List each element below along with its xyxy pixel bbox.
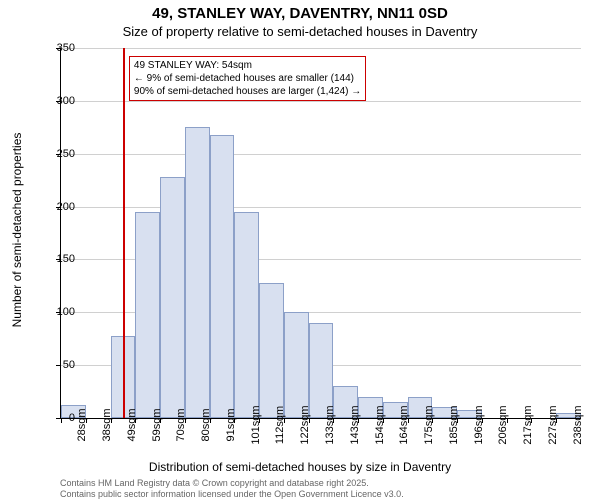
x-tick-label: 217sqm [522, 405, 534, 444]
chart-title: 49, STANLEY WAY, DAVENTRY, NN11 0SD [0, 5, 600, 22]
footer-text: Contains HM Land Registry data © Crown c… [60, 478, 404, 500]
x-tick-label: 175sqm [423, 405, 435, 444]
footer-line2: Contains public sector information licen… [60, 489, 404, 500]
x-axis-label: Distribution of semi-detached houses by … [0, 460, 600, 474]
histogram-bar [234, 212, 259, 418]
annotation-box: 49 STANLEY WAY: 54sqm← 9% of semi-detach… [129, 56, 366, 101]
histogram-bar [135, 212, 160, 418]
x-tick-label: 91sqm [225, 408, 237, 441]
x-tick-label: 238sqm [572, 405, 584, 444]
y-tick-label: 300 [45, 95, 75, 107]
x-tick-label: 122sqm [299, 405, 311, 444]
x-tick-label: 227sqm [547, 405, 559, 444]
x-tick-label: 70sqm [175, 408, 187, 441]
y-tick-label: 150 [45, 253, 75, 265]
y-tick-label: 100 [45, 306, 75, 318]
y-tick-label: 200 [45, 201, 75, 213]
x-tick-label: 49sqm [126, 408, 138, 441]
x-tick-label: 164sqm [398, 405, 410, 444]
footer-line1: Contains HM Land Registry data © Crown c… [60, 478, 404, 489]
histogram-bar [210, 135, 235, 418]
x-tick-label: 154sqm [374, 405, 386, 444]
x-tick-label: 133sqm [324, 405, 336, 444]
x-tick-label: 185sqm [448, 405, 460, 444]
annotation-line2: ← 9% of semi-detached houses are smaller… [134, 72, 361, 85]
histogram-bar [284, 312, 309, 418]
x-tick-label: 59sqm [151, 408, 163, 441]
gridline [61, 48, 581, 49]
y-tick-label: 350 [45, 42, 75, 54]
x-tick-label: 80sqm [200, 408, 212, 441]
annotation-line3: 90% of semi-detached houses are larger (… [134, 85, 361, 98]
x-tick-label: 143sqm [349, 405, 361, 444]
x-tick-label: 206sqm [497, 405, 509, 444]
chart-container: 49, STANLEY WAY, DAVENTRY, NN11 0SD Size… [0, 0, 600, 500]
chart-subtitle: Size of property relative to semi-detach… [0, 24, 600, 39]
x-tick-label: 101sqm [250, 405, 262, 444]
gridline [61, 207, 581, 208]
x-tick-label: 28sqm [76, 408, 88, 441]
histogram-bar [160, 177, 185, 418]
y-tick-label: 0 [45, 412, 75, 424]
x-tick-label: 112sqm [274, 406, 286, 444]
y-tick-label: 50 [45, 359, 75, 371]
y-tick-label: 250 [45, 148, 75, 160]
plot-area: 49 STANLEY WAY: 54sqm← 9% of semi-detach… [60, 48, 581, 419]
y-axis-label: Number of semi-detached properties [10, 133, 24, 328]
x-tick-label: 196sqm [473, 405, 485, 444]
histogram-bar [185, 127, 210, 418]
histogram-bar [309, 323, 334, 418]
annotation-line1: 49 STANLEY WAY: 54sqm [134, 59, 361, 72]
reference-line [123, 48, 125, 418]
histogram-bar [259, 283, 284, 418]
gridline [61, 154, 581, 155]
x-tick-label: 38sqm [101, 408, 113, 441]
